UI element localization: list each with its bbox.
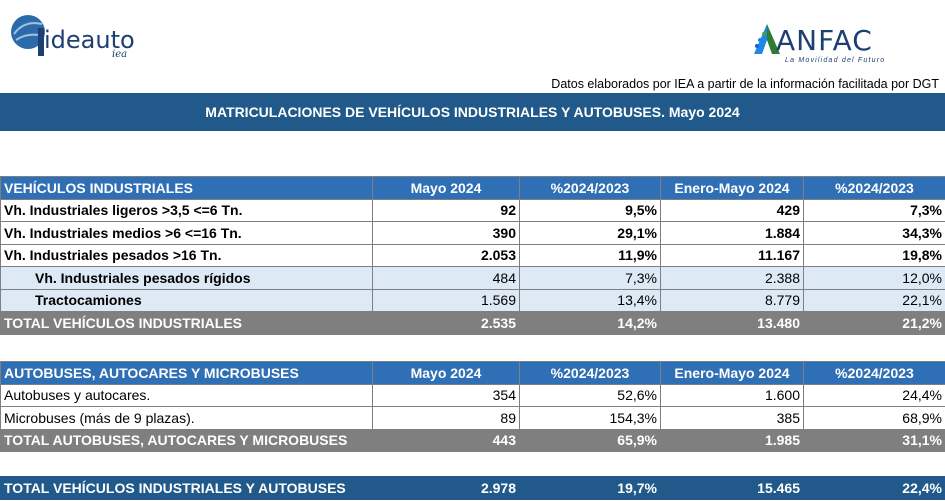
grand-total-ytd-change: 22,4% xyxy=(803,476,945,500)
total-row: TOTAL VEHÍCULOS INDUSTRIALES 2.535 14,2%… xyxy=(0,311,945,335)
table-row: Vh. Industriales pesados >16 Tn. 2.053 1… xyxy=(0,243,945,267)
table-row-subcategory: Tractocamiones 1.569 13,4% 8.779 22,1% xyxy=(0,288,945,312)
row-label: Vh. Industriales pesados rígidos xyxy=(0,266,373,290)
cell-ytd-change: 12,0% xyxy=(803,266,945,290)
grand-total-label: TOTAL VEHÍCULOS INDUSTRIALES Y AUTOBUSES xyxy=(0,476,373,500)
cell-month-change: 13,4% xyxy=(519,288,661,312)
header-month-change: %2024/2023 xyxy=(519,176,661,200)
cell-ytd: 1.884 xyxy=(660,221,804,245)
cell-month: 390 xyxy=(372,221,520,245)
anfac-mark-icon xyxy=(754,24,780,54)
header-month: Mayo 2024 xyxy=(372,176,520,200)
cell-ytd: 8.779 xyxy=(660,288,804,312)
cell-month-change: 52,6% xyxy=(519,383,661,407)
grand-total-ytd: 15.465 xyxy=(660,476,804,500)
cell-ytd-change: 34,3% xyxy=(803,221,945,245)
cell-ytd-change: 7,3% xyxy=(803,198,945,222)
table-header-row: VEHÍCULOS INDUSTRIALES Mayo 2024 %2024/2… xyxy=(0,176,945,200)
total-label: TOTAL VEHÍCULOS INDUSTRIALES xyxy=(0,311,373,335)
cell-month-change: 29,1% xyxy=(519,221,661,245)
total-month: 2.535 xyxy=(372,311,520,335)
header-category: VEHÍCULOS INDUSTRIALES xyxy=(0,176,373,200)
total-month-change: 14,2% xyxy=(519,311,661,335)
table-row: Microbuses (más de 9 plazas). 89 154,3% … xyxy=(0,406,945,430)
anfac-logo: ANFAC La Movilidad del Futuro xyxy=(752,20,912,72)
table-header-row: AUTOBUSES, AUTOCARES Y MICROBUSES Mayo 2… xyxy=(0,361,945,385)
header-category: AUTOBUSES, AUTOCARES Y MICROBUSES xyxy=(0,361,373,385)
cell-ytd: 11.167 xyxy=(660,243,804,267)
total-ytd-change: 31,1% xyxy=(803,428,945,452)
grand-total-month: 2.978 xyxy=(372,476,520,500)
table-row: Vh. Industriales ligeros >3,5 <=6 Tn. 92… xyxy=(0,198,945,222)
grand-total-month-change: 19,7% xyxy=(519,476,661,500)
cell-month: 92 xyxy=(372,198,520,222)
row-label: Vh. Industriales pesados >16 Tn. xyxy=(0,243,373,267)
grand-total-row: TOTAL VEHÍCULOS INDUSTRIALES Y AUTOBUSES… xyxy=(0,476,945,500)
ideauto-brand: ideauto xyxy=(44,26,135,54)
cell-ytd-change: 68,9% xyxy=(803,406,945,430)
cell-ytd: 429 xyxy=(660,198,804,222)
cell-month-change: 154,3% xyxy=(519,406,661,430)
total-month-change: 65,9% xyxy=(519,428,661,452)
total-label: TOTAL AUTOBUSES, AUTOCARES Y MICROBUSES xyxy=(0,428,373,452)
cell-ytd-change: 19,8% xyxy=(803,243,945,267)
cell-ytd: 2.388 xyxy=(660,266,804,290)
header-month-change: %2024/2023 xyxy=(519,361,661,385)
cell-month: 89 xyxy=(372,406,520,430)
row-label: Tractocamiones xyxy=(0,288,373,312)
cell-month-change: 11,9% xyxy=(519,243,661,267)
cell-month-change: 9,5% xyxy=(519,198,661,222)
header-ytd-change: %2024/2023 xyxy=(803,361,945,385)
cell-month-change: 7,3% xyxy=(519,266,661,290)
industrial-vehicles-table: VEHÍCULOS INDUSTRIALES Mayo 2024 %2024/2… xyxy=(0,176,945,335)
cell-month: 2.053 xyxy=(372,243,520,267)
cell-ytd-change: 22,1% xyxy=(803,288,945,312)
total-row: TOTAL AUTOBUSES, AUTOCARES Y MICROBUSES … xyxy=(0,428,945,452)
table-row-subcategory: Vh. Industriales pesados rígidos 484 7,3… xyxy=(0,266,945,290)
total-ytd: 1.985 xyxy=(660,428,804,452)
ideauto-globe-icon xyxy=(11,15,45,56)
header-month: Mayo 2024 xyxy=(372,361,520,385)
total-ytd-change: 21,2% xyxy=(803,311,945,335)
buses-table: AUTOBUSES, AUTOCARES Y MICROBUSES Mayo 2… xyxy=(0,361,945,452)
cell-month: 484 xyxy=(372,266,520,290)
anfac-sub: La Movilidad del Futuro xyxy=(785,57,886,64)
row-label: Autobuses y autocares. xyxy=(0,383,373,407)
cell-month: 1.569 xyxy=(372,288,520,312)
page-title: MATRICULACIONES DE VEHÍCULOS INDUSTRIALE… xyxy=(0,93,945,131)
table-row: Autobuses y autocares. 354 52,6% 1.600 2… xyxy=(0,383,945,407)
cell-month: 354 xyxy=(372,383,520,407)
cell-ytd: 1.600 xyxy=(660,383,804,407)
ideauto-sub: iea xyxy=(112,49,128,60)
row-label: Microbuses (más de 9 plazas). xyxy=(0,406,373,430)
header-ytd: Enero-Mayo 2024 xyxy=(660,361,804,385)
cell-ytd: 385 xyxy=(660,406,804,430)
header-ytd-change: %2024/2023 xyxy=(803,176,945,200)
grand-total-table: TOTAL VEHÍCULOS INDUSTRIALES Y AUTOBUSES… xyxy=(0,476,945,500)
row-label: Vh. Industriales medios >6 <=16 Tn. xyxy=(0,221,373,245)
ideauto-logo: ideauto iea xyxy=(8,10,158,62)
total-month: 443 xyxy=(372,428,520,452)
anfac-brand: ANFAC xyxy=(776,24,873,57)
row-label: Vh. Industriales ligeros >3,5 <=6 Tn. xyxy=(0,198,373,222)
total-ytd: 13.480 xyxy=(660,311,804,335)
table-row: Vh. Industriales medios >6 <=16 Tn. 390 … xyxy=(0,221,945,245)
header-ytd: Enero-Mayo 2024 xyxy=(660,176,804,200)
source-note: Datos elaborados por IEA a partir de la … xyxy=(551,77,939,91)
cell-ytd-change: 24,4% xyxy=(803,383,945,407)
